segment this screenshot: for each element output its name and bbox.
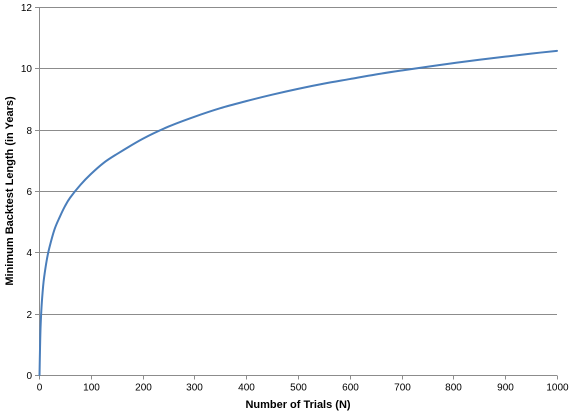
y-tick-label-8: 8 — [26, 126, 32, 137]
x-tick-label-200: 200 — [135, 383, 152, 394]
x-tick-label-500: 500 — [290, 383, 307, 394]
x-tick-label-0: 0 — [37, 383, 43, 394]
x-tick-label-900: 900 — [497, 383, 514, 394]
y-tick-label-2: 2 — [26, 310, 32, 321]
series-line-0 — [38, 49, 558, 376]
y-tick-label-10: 10 — [21, 64, 33, 75]
x-tick-label-400: 400 — [238, 383, 255, 394]
gridlines — [39, 7, 557, 315]
y-axis-title: Minimum Backtest Length (in Years) — [4, 96, 16, 286]
x-tick-label-100: 100 — [83, 383, 100, 394]
y-tick-label-12: 12 — [21, 3, 33, 14]
axes — [35, 7, 558, 380]
x-tick-label-300: 300 — [186, 383, 203, 394]
x-tick-label-600: 600 — [342, 383, 359, 394]
series-layer — [38, 49, 558, 376]
x-tick-label-700: 700 — [394, 383, 411, 394]
y-tick-label-4: 4 — [26, 248, 32, 259]
y-tick-labels: 0 2 4 6 8 10 12 — [21, 3, 33, 382]
x-tick-label-1000: 1000 — [546, 383, 569, 394]
x-tick-label-800: 800 — [445, 383, 462, 394]
y-tick-label-6: 6 — [26, 187, 32, 198]
x-tick-labels: 0 100 200 300 400 500 600 700 800 900 1000 — [37, 383, 569, 394]
y-tick-label-0: 0 — [26, 371, 32, 382]
x-axis-title: Number of Trials (N) — [245, 399, 350, 411]
